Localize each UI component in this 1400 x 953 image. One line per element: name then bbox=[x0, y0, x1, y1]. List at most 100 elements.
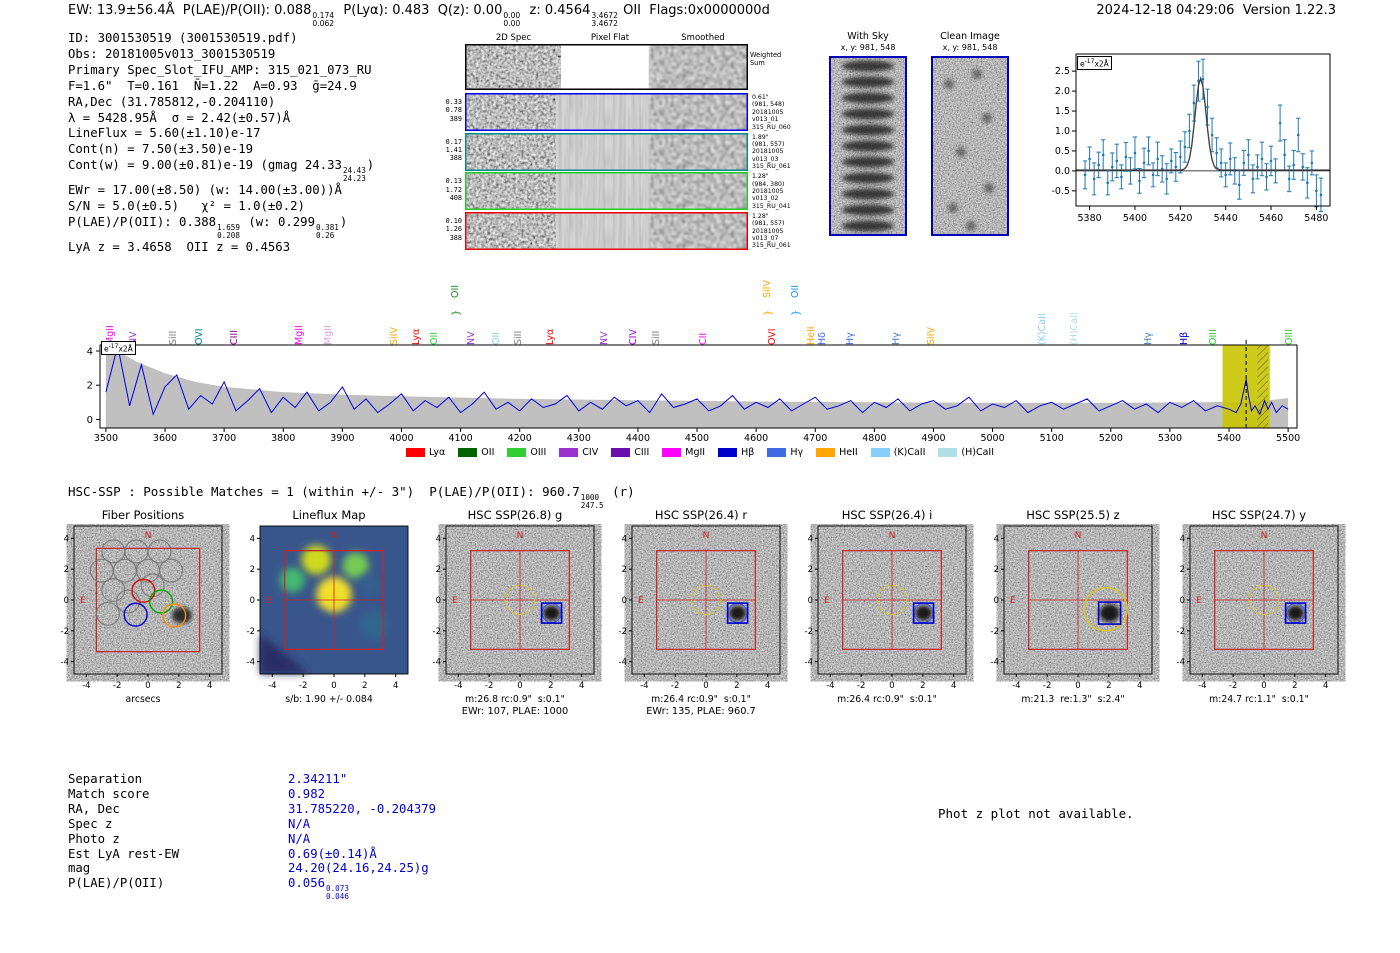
tick-label: -4 bbox=[61, 658, 69, 668]
legend-label: Lyα bbox=[428, 447, 446, 458]
tick-label: 4 bbox=[207, 681, 212, 691]
cutout-xlabel: m:26.4 rc:0.9" s:0.1" bbox=[651, 694, 751, 705]
cutout-hsc-r: HSC SSP(26.4) r N E -4 -4 -2 -2 0 0 2 2 4 4 m:26.4 rc… bbox=[608, 508, 794, 717]
text-run: Primary Spec_Slot_IFU_AMP: 315_021_073_R… bbox=[68, 62, 372, 77]
text-run: (w: 0.299 bbox=[240, 214, 315, 229]
cutout-title: HSC SSP(26.8) g bbox=[467, 508, 563, 522]
compass-n: N bbox=[1075, 531, 1082, 541]
match-table: Separation 2.34211" Match score 0.982 RA, De… bbox=[68, 772, 436, 901]
tick-label: -2 bbox=[485, 681, 493, 691]
with-sky-image bbox=[829, 56, 907, 236]
tick-label: -2 bbox=[113, 681, 121, 691]
tick-label: 2 bbox=[250, 565, 255, 575]
spec2d-col-header: 2D Spec bbox=[495, 33, 532, 43]
tick-label: 4 bbox=[250, 534, 255, 544]
match-value: 31.785220, -0.204379 bbox=[288, 802, 436, 816]
x-tick-label: 3900 bbox=[330, 433, 354, 444]
cutout-xlabel: m:21.3 re:1.3" s:2.4" bbox=[1021, 694, 1125, 705]
y-tick-label: 0.0 bbox=[1055, 166, 1070, 177]
x-tick-label: 4700 bbox=[803, 433, 827, 444]
x-tick-label: 4400 bbox=[626, 433, 650, 444]
compass-n: N bbox=[331, 531, 338, 541]
header-summary: EW: 13.9±56.4Å P(LAE)/P(OII): 0.088 0.174… bbox=[68, 3, 770, 28]
compass-n: N bbox=[517, 531, 524, 541]
legend-label: CIII bbox=[634, 447, 650, 458]
spec2d-row bbox=[465, 211, 748, 250]
text-run: ) bbox=[366, 158, 375, 173]
info-line: LineFlux = 5.60(±1.10)e-17 bbox=[68, 126, 374, 142]
x-tick-label: 4100 bbox=[448, 433, 472, 444]
x-tick-label: 4300 bbox=[567, 433, 591, 444]
legend-swatch bbox=[662, 448, 682, 457]
tick-label: 4 bbox=[1180, 534, 1185, 544]
zoom-unit-label: e-17x2Å bbox=[1077, 56, 1112, 70]
tick-label: 0 bbox=[145, 681, 150, 691]
cutout-xlabel: m:26.8 rc:0.9" s:0.1" bbox=[465, 694, 565, 705]
legend-item: OII bbox=[458, 447, 494, 458]
spectrum-trace bbox=[105, 345, 1289, 416]
hsc-match-summary: HSC-SSP : Possible Matches = 1 (within +… bbox=[68, 484, 635, 510]
cutout-fiber-positions: Fiber Positions N E -4 -4 -2 -2 0 0 2 2 4 4 arcsecs bbox=[50, 508, 236, 705]
aperture-circle bbox=[1083, 586, 1129, 632]
tick-label: -4 bbox=[433, 658, 441, 668]
match-row: Separation 2.34211" bbox=[68, 772, 436, 787]
text-run: 2.34211" bbox=[288, 772, 348, 786]
gaussian-fit-curve bbox=[1076, 75, 1330, 171]
compass-e: E bbox=[638, 596, 644, 606]
compass-e: E bbox=[824, 596, 830, 606]
info-line: LyA z = 3.4658 OII z = 0.4563 bbox=[68, 240, 374, 256]
legend-label: OII bbox=[481, 447, 495, 458]
source-blob bbox=[1287, 605, 1305, 621]
text-run: EW: 13.9±56.4Å P(LAE)/P(OII): 0.088 bbox=[68, 3, 312, 18]
cutout-lineflux-map: Lineflux Map N E -4 -4 -2 -2 0 0 2 2 4 4 s/b: 1.90 +/… bbox=[236, 508, 422, 705]
text-run: 31.785220, -0.204379 bbox=[288, 801, 437, 816]
spec2d-row bbox=[465, 172, 748, 211]
aperture-circle bbox=[504, 584, 536, 616]
cutout-title: HSC SSP(25.5) z bbox=[1026, 508, 1120, 522]
text-run: N/A bbox=[288, 831, 311, 846]
detection-info-block: ID: 3001530519 (3001530519.pdf) Obs: 2018… bbox=[68, 31, 374, 255]
text-run: 24.20(24.16,24.25)g bbox=[288, 861, 429, 876]
x-tick-label: 4900 bbox=[921, 433, 945, 444]
compass-n: N bbox=[703, 531, 710, 541]
cutout-note: EWr: 107, PLAE: 1000 bbox=[461, 706, 569, 717]
text-run: z: 0.4564 bbox=[521, 3, 591, 18]
compass-n: N bbox=[145, 531, 152, 541]
tick-label: 4 bbox=[1137, 681, 1142, 691]
cutout-title: HSC SSP(26.4) r bbox=[654, 508, 748, 522]
stacked-fraction: 1.659 0.208 bbox=[217, 222, 240, 240]
tick-label: 2 bbox=[1106, 681, 1111, 691]
compass-e: E bbox=[80, 596, 86, 606]
tick-label: -2 bbox=[671, 681, 679, 691]
aperture-circle bbox=[690, 584, 722, 616]
tick-label: -4 bbox=[82, 681, 90, 691]
cutout-image: N E -4 -4 -2 -2 0 0 2 2 4 4 bbox=[247, 525, 409, 691]
tick-label: -4 bbox=[619, 658, 627, 668]
orange-fiber-circle bbox=[162, 603, 187, 628]
match-row: Spec z N/A bbox=[68, 817, 436, 832]
match-value: N/A bbox=[288, 832, 310, 846]
tick-label: 4 bbox=[436, 534, 441, 544]
text-run: Cont(w) = 9.00(±0.81)e-19 (gmag 24.33 bbox=[68, 158, 342, 173]
x-tick-label: 5480 bbox=[1304, 213, 1328, 224]
tick-label: 2 bbox=[920, 681, 925, 691]
y-tick-label: 1.0 bbox=[1055, 126, 1070, 137]
x-tick-label: 5440 bbox=[1214, 213, 1238, 224]
superscript: -17 bbox=[1084, 58, 1095, 65]
tick-label: 0 bbox=[994, 596, 999, 606]
stacked-fraction: 1000 247.5 bbox=[580, 492, 604, 510]
cutout-title: HSC SSP(24.7) y bbox=[1211, 508, 1307, 522]
info-line: S/N = 5.0(±0.5) χ² = 1.0(±0.2) bbox=[68, 199, 374, 215]
legend-item: OIII bbox=[507, 447, 546, 458]
info-line: Primary Spec_Slot_IFU_AMP: 315_021_073_R… bbox=[68, 63, 374, 79]
legend-item: (K)CaII bbox=[870, 447, 925, 458]
x-tick-label: 5420 bbox=[1168, 213, 1192, 224]
info-line: Cont(n) = 7.50(±3.50)e-19 bbox=[68, 142, 374, 158]
tick-label: -4 bbox=[454, 681, 462, 691]
text-run: LyA z = 3.4658 OII z = 0.4563 bbox=[68, 239, 291, 254]
cutout-hsc-z: HSC SSP(25.5) z N E -4 -4 -2 -2 0 0 2 2 4 4 m:21.3 re… bbox=[980, 508, 1166, 705]
info-line: Obs: 20181005v013_3001530519 bbox=[68, 47, 374, 63]
photz-note: Phot z plot not available. bbox=[938, 806, 1134, 821]
tick-label: -2 bbox=[805, 627, 813, 637]
legend-label: (H)CaII bbox=[961, 447, 995, 458]
